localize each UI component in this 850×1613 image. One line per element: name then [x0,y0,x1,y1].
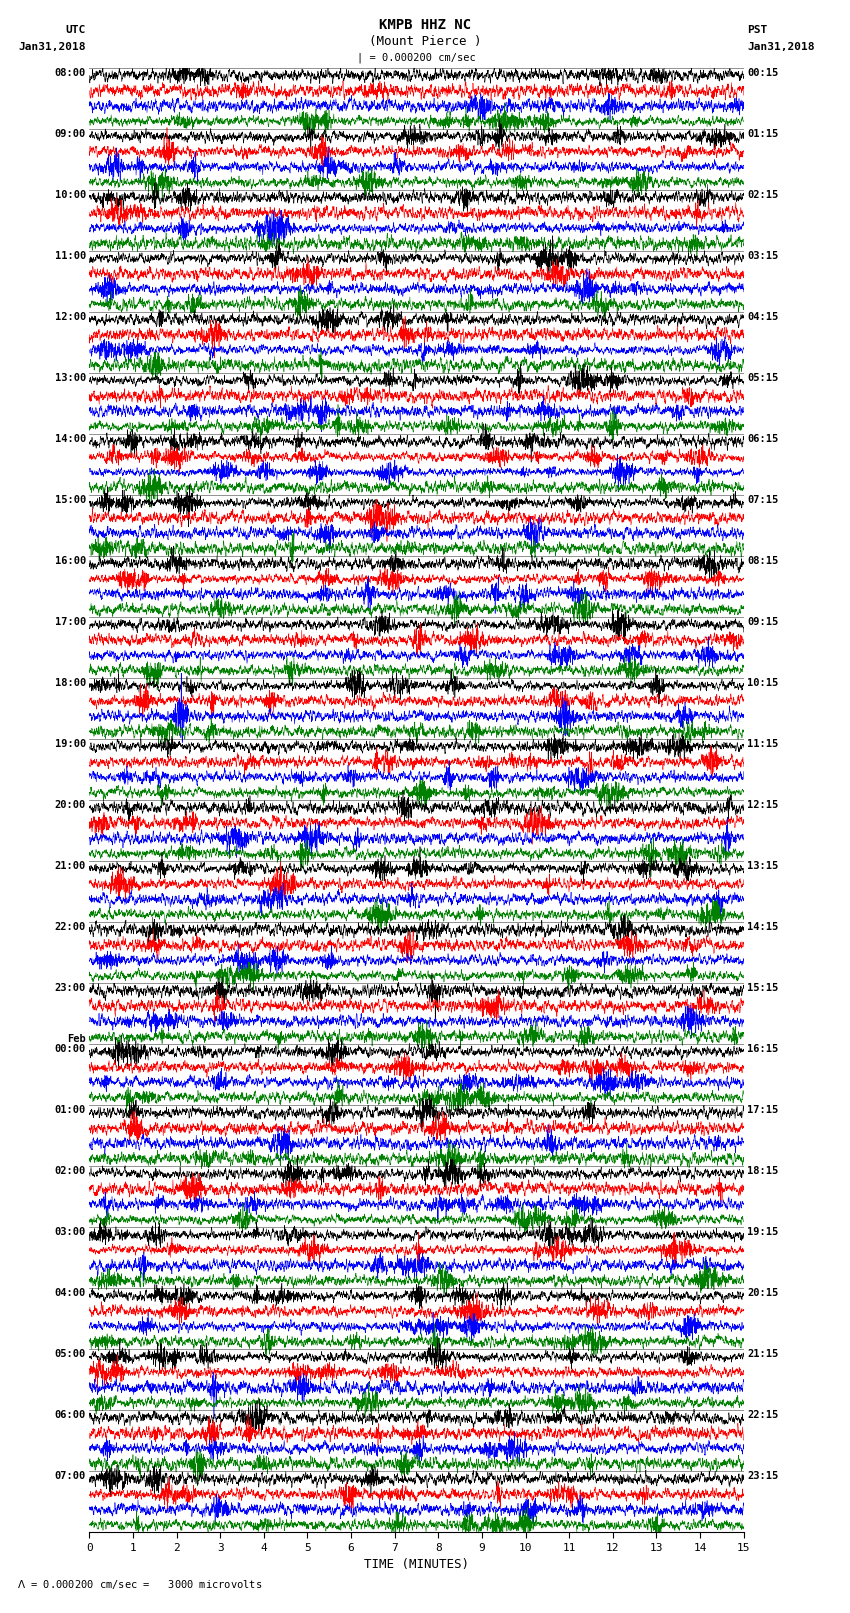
Text: 07:15: 07:15 [747,495,779,505]
Text: 17:00: 17:00 [54,618,86,627]
Text: 05:00: 05:00 [54,1348,86,1360]
Text: 11:15: 11:15 [747,739,779,748]
Text: 12:15: 12:15 [747,800,779,810]
Text: 03:00: 03:00 [54,1227,86,1237]
Text: 00:15: 00:15 [747,68,779,77]
Text: 03:15: 03:15 [747,252,779,261]
Text: 10:00: 10:00 [54,190,86,200]
Text: 19:15: 19:15 [747,1227,779,1237]
Text: | = 0.000200 cm/sec: | = 0.000200 cm/sec [357,52,476,63]
Text: (Mount Pierce ): (Mount Pierce ) [369,35,481,48]
Text: 01:00: 01:00 [54,1105,86,1115]
Text: 10:15: 10:15 [747,677,779,689]
Text: 12:00: 12:00 [54,311,86,323]
Text: Jan31,2018: Jan31,2018 [747,42,814,52]
Text: UTC: UTC [65,26,86,35]
Text: 22:00: 22:00 [54,923,86,932]
Text: 06:15: 06:15 [747,434,779,444]
Text: 02:15: 02:15 [747,190,779,200]
Text: 04:00: 04:00 [54,1289,86,1298]
Text: 23:15: 23:15 [747,1471,779,1481]
Text: Feb: Feb [67,1034,86,1044]
X-axis label: TIME (MINUTES): TIME (MINUTES) [364,1558,469,1571]
Text: 23:00: 23:00 [54,984,86,994]
Text: 02:00: 02:00 [54,1166,86,1176]
Text: 06:00: 06:00 [54,1410,86,1421]
Text: 05:15: 05:15 [747,373,779,382]
Text: Jan31,2018: Jan31,2018 [19,42,86,52]
Text: 22:15: 22:15 [747,1410,779,1421]
Text: 16:15: 16:15 [747,1044,779,1055]
Text: KMPB HHZ NC: KMPB HHZ NC [379,18,471,32]
Text: 01:15: 01:15 [747,129,779,139]
Text: 08:00: 08:00 [54,68,86,77]
Text: 13:15: 13:15 [747,861,779,871]
Text: 15:15: 15:15 [747,984,779,994]
Text: 17:15: 17:15 [747,1105,779,1115]
Text: 14:00: 14:00 [54,434,86,444]
Text: 15:00: 15:00 [54,495,86,505]
Text: $\Lambda$ = 0.000200 cm/sec =   3000 microvolts: $\Lambda$ = 0.000200 cm/sec = 3000 micro… [17,1578,263,1590]
Text: 20:00: 20:00 [54,800,86,810]
Text: 00:00: 00:00 [54,1044,86,1055]
Text: 18:00: 18:00 [54,677,86,689]
Text: 21:15: 21:15 [747,1348,779,1360]
Text: 07:00: 07:00 [54,1471,86,1481]
Text: 09:15: 09:15 [747,618,779,627]
Text: 14:15: 14:15 [747,923,779,932]
Text: 16:00: 16:00 [54,556,86,566]
Text: 13:00: 13:00 [54,373,86,382]
Text: 20:15: 20:15 [747,1289,779,1298]
Text: 04:15: 04:15 [747,311,779,323]
Text: 09:00: 09:00 [54,129,86,139]
Text: 18:15: 18:15 [747,1166,779,1176]
Text: 21:00: 21:00 [54,861,86,871]
Text: 08:15: 08:15 [747,556,779,566]
Text: 19:00: 19:00 [54,739,86,748]
Text: PST: PST [747,26,768,35]
Text: 11:00: 11:00 [54,252,86,261]
